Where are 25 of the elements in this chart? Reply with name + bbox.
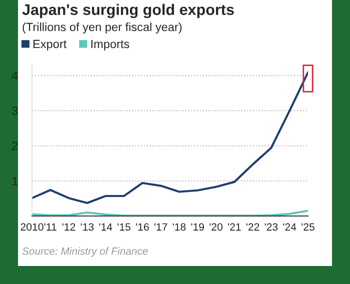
y-tick-label: 1 (12, 177, 18, 186)
x-tick-label: '24 (283, 223, 296, 231)
x-tick-label: '19 (191, 223, 204, 231)
y-tick-label: 4 (12, 72, 18, 80)
x-tick-label: '15 (118, 223, 130, 231)
source-note: Source: Ministry of Finance (22, 247, 148, 257)
legend-label: Export (33, 40, 67, 51)
x-tick-label: '11 (44, 223, 56, 231)
x-tick-label: '18 (172, 223, 186, 231)
x-tick-label: '20 (210, 223, 222, 231)
x-tick-label: '14 (99, 223, 112, 231)
x-tick-label: '21 (228, 223, 241, 231)
x-tick-label: '23 (264, 223, 278, 231)
y-tick-label: 2 (12, 142, 18, 150)
legend-label: Imports (91, 40, 130, 51)
x-tick-label: '22 (246, 223, 260, 231)
x-tick-label: '12 (62, 223, 76, 231)
x-tick-label: '25 (302, 223, 314, 231)
x-tick-label: '17 (154, 223, 168, 231)
y-tick-label: 3 (12, 106, 18, 116)
chart-title: Japan's surging gold exports (22, 4, 234, 18)
x-tick-label: '16 (136, 223, 149, 231)
chart-subtitle: (Trillions of yen per fiscal year) (22, 22, 182, 34)
x-tick-label: 2010 (20, 223, 44, 231)
x-tick-label: '13 (80, 223, 94, 231)
